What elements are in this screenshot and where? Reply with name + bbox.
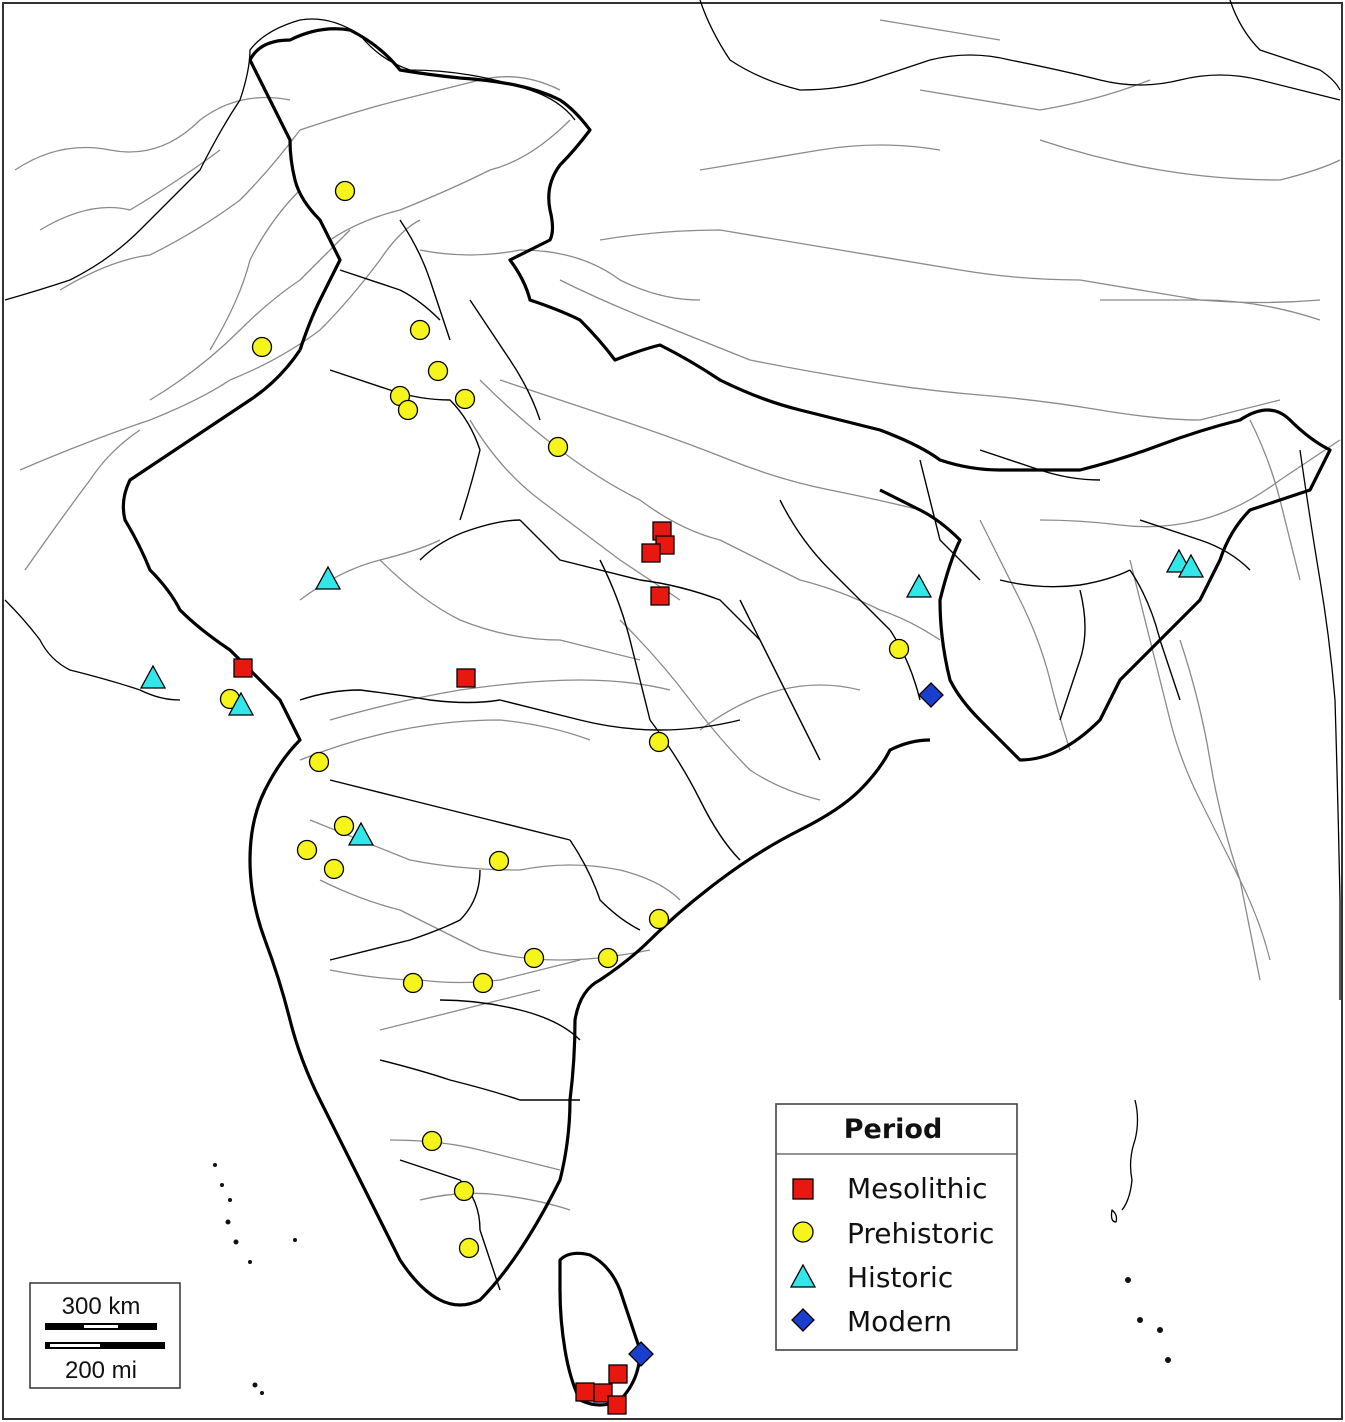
- prehistoric-site-marker: [402, 972, 424, 994]
- scale-label-mi: 200 mi: [65, 1357, 137, 1384]
- historic-site-marker: [139, 664, 167, 689]
- rivers: [14, 19, 1341, 1211]
- legend-box: [775, 1103, 1018, 1351]
- prehistoric-site-marker: [427, 360, 449, 382]
- prehistoric-site-marker: [421, 1130, 443, 1152]
- national-border: [121, 27, 1332, 1407]
- historic-site-marker: [1177, 553, 1205, 578]
- circle-icon: [792, 1221, 814, 1243]
- prehistoric-site-marker: [397, 399, 419, 421]
- legend-label-mesolithic: Mesolithic: [847, 1172, 988, 1205]
- legend-title: Period: [844, 1114, 943, 1145]
- prehistoric-site-marker: [597, 947, 619, 969]
- prehistoric-site-marker: [308, 751, 330, 773]
- prehistoric-site-marker: [323, 858, 345, 880]
- modern-site-marker: [628, 1341, 654, 1367]
- mesolithic-site-marker: [456, 668, 476, 688]
- prehistoric-site-marker: [453, 1180, 475, 1202]
- legend: Period Mesolithic Prehistoric Historic M…: [775, 1103, 1018, 1351]
- mesolithic-site-marker: [608, 1364, 628, 1384]
- historic-site-marker: [347, 821, 375, 846]
- sites-mesolithic: [233, 521, 675, 1415]
- prehistoric-site-marker: [472, 972, 494, 994]
- prehistoric-site-marker: [296, 839, 318, 861]
- scale-label-km: 300 km: [62, 1293, 141, 1320]
- sites-modern: [628, 682, 944, 1367]
- mesolithic-site-marker: [233, 658, 253, 678]
- mesolithic-site-marker: [575, 1382, 595, 1402]
- sites-prehistoric: [219, 180, 910, 1259]
- legend-label-modern: Modern: [847, 1305, 952, 1338]
- prehistoric-site-marker: [454, 388, 476, 410]
- prehistoric-site-marker: [488, 850, 510, 872]
- prehistoric-site-marker: [523, 947, 545, 969]
- square-icon: [792, 1178, 814, 1200]
- mesolithic-site-marker: [607, 1395, 627, 1415]
- prehistoric-site-marker: [648, 731, 670, 753]
- prehistoric-site-marker: [251, 336, 273, 358]
- historic-site-marker: [905, 573, 933, 598]
- legend-label-prehistoric: Prehistoric: [847, 1217, 994, 1250]
- prehistoric-site-marker: [333, 815, 355, 837]
- historic-site-marker: [227, 691, 255, 716]
- prehistoric-site-marker: [648, 908, 670, 930]
- diamond-icon: [791, 1308, 815, 1332]
- triangle-icon: [789, 1263, 817, 1288]
- prehistoric-site-marker: [888, 638, 910, 660]
- sites-historic: [139, 548, 1205, 846]
- mesolithic-site-marker: [650, 586, 670, 606]
- legend-label-historic: Historic: [847, 1261, 953, 1294]
- historic-site-marker: [314, 565, 342, 590]
- islands: [213, 1099, 1171, 1395]
- prehistoric-site-marker: [547, 436, 569, 458]
- state-boundaries: [299, 219, 1251, 1291]
- mesolithic-site-marker: [641, 543, 661, 563]
- prehistoric-site-marker: [458, 1237, 480, 1259]
- modern-site-marker: [918, 682, 944, 708]
- prehistoric-site-marker: [409, 319, 431, 341]
- prehistoric-site-marker: [334, 180, 356, 202]
- country-outlines: [4, 0, 1341, 1000]
- scale-bar: 300 km 200 mi: [29, 1282, 181, 1389]
